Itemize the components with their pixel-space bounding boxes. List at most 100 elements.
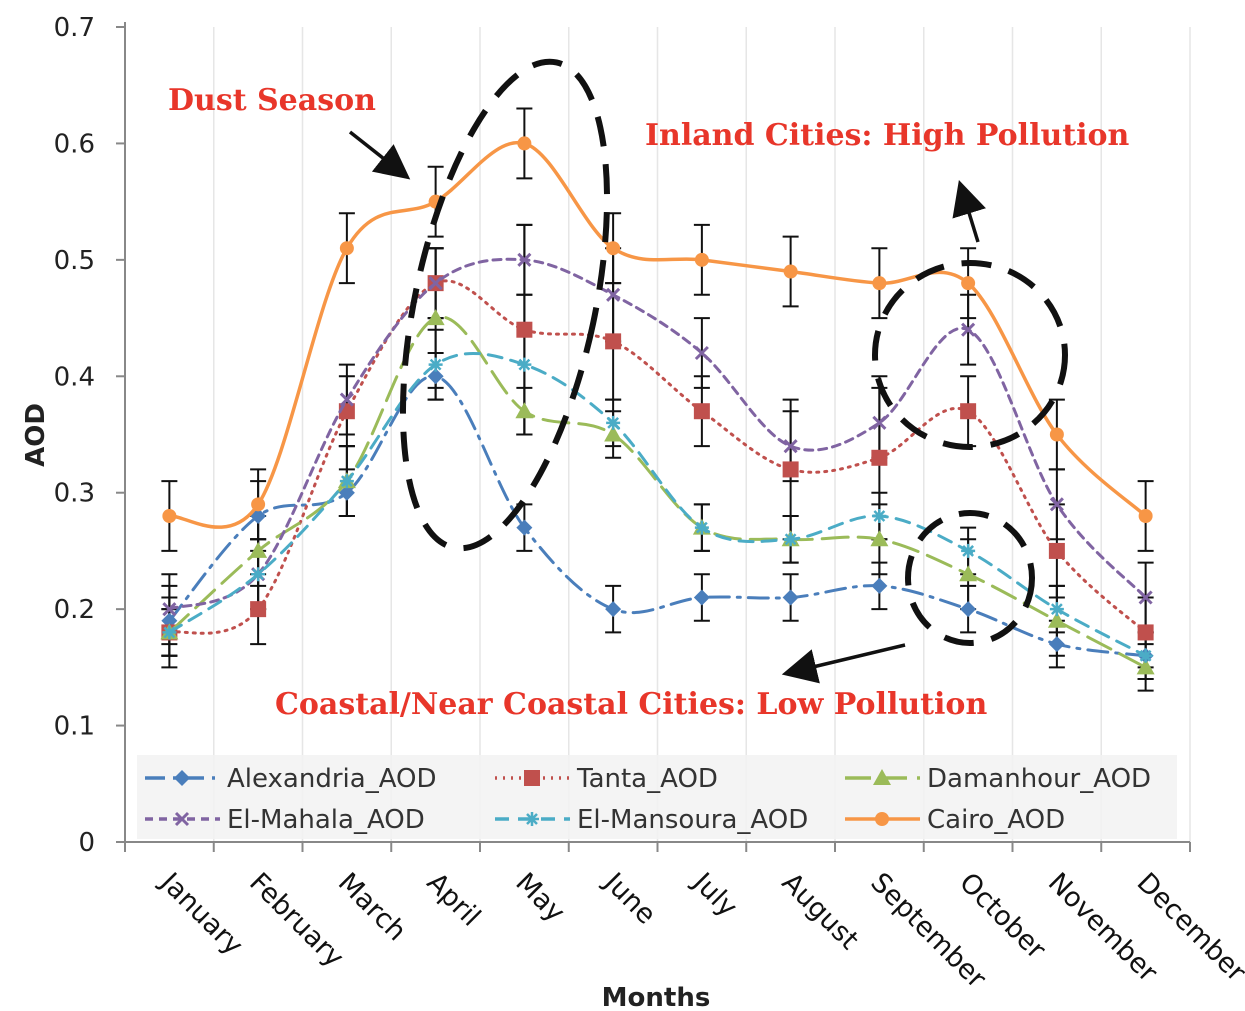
x-tick-label: January [153, 866, 249, 962]
data-point [338, 484, 355, 501]
y-tick-label: 0 [78, 828, 95, 858]
data-point [516, 321, 533, 338]
data-point [1048, 542, 1065, 559]
data-point [426, 309, 445, 326]
data-point [871, 449, 888, 466]
data-point [693, 589, 710, 606]
dust-season-label: Dust Season [168, 83, 376, 118]
data-point [524, 770, 540, 786]
inland-cities-label: Inland Cities: High Pollution [645, 118, 1130, 153]
series-alexandria-aod [161, 368, 1154, 664]
data-point [872, 509, 887, 523]
data-point [873, 769, 891, 785]
inland-ellipse [872, 260, 1068, 450]
data-point [250, 601, 267, 618]
x-tick-label: May [509, 867, 570, 928]
y-tick-label: 0.5 [54, 246, 95, 276]
x-tick-label: August [776, 867, 865, 956]
dust-season-arrow [348, 130, 411, 180]
y-axis-title: AOD [21, 403, 51, 467]
data-point [1049, 497, 1064, 512]
y-tick-label: 0.4 [54, 362, 95, 392]
data-point [174, 770, 190, 786]
data-point [339, 392, 354, 407]
data-point [694, 345, 709, 361]
data-point [961, 276, 976, 291]
x-tick-label: February [243, 867, 350, 974]
data-point [960, 601, 977, 618]
data-point [606, 415, 621, 430]
legend-label: El-Mahala_AOD [227, 805, 425, 835]
data-point [694, 520, 709, 535]
legend-item: Cairo_AOD [845, 805, 1065, 835]
legend-item: El-Mahala_AOD [145, 805, 425, 835]
legend-label: Alexandria_AOD [227, 764, 437, 794]
data-point [694, 252, 709, 267]
data-point [693, 403, 710, 420]
data-point [517, 252, 532, 267]
data-point [517, 357, 532, 372]
legend-label: Cairo_AOD [927, 805, 1065, 835]
series-line [167, 279, 1148, 635]
series-el-mansoura-aod [162, 351, 1153, 663]
data-point [1138, 648, 1153, 663]
data-point [1048, 636, 1065, 653]
data-point [162, 625, 177, 640]
data-point [959, 565, 978, 582]
data-point [515, 402, 534, 419]
legend-item: Damanhour_AOD [845, 764, 1151, 794]
data-point [251, 567, 266, 582]
legend-box [137, 755, 1177, 839]
data-point [162, 602, 177, 617]
legend-item: Alexandria_AOD [145, 764, 437, 794]
data-point [1049, 427, 1064, 442]
data-point [605, 601, 622, 618]
data-point [871, 577, 888, 594]
data-point [517, 136, 532, 151]
data-point [516, 519, 533, 536]
y-tick-label: 0.2 [54, 595, 95, 625]
data-point [428, 276, 443, 291]
data-point [783, 264, 798, 279]
data-point [872, 415, 887, 430]
data-point [606, 287, 621, 302]
data-point [339, 241, 354, 256]
x-tick-label: April [421, 867, 487, 933]
legend: Alexandria_AOD Tanta_AOD Damanhour_AOD El-M… [137, 755, 1177, 839]
x-tick-label: June [597, 866, 662, 931]
data-point [428, 357, 443, 372]
legend-label: Damanhour_AOD [927, 764, 1151, 794]
x-tick-label: March [332, 867, 412, 947]
data-point [783, 439, 798, 454]
data-point [1137, 624, 1154, 641]
series-line [167, 351, 1148, 658]
data-point [251, 497, 266, 512]
data-point [875, 812, 889, 826]
data-point [605, 333, 622, 350]
data-point [783, 532, 798, 547]
y-tick-label: 0.1 [54, 712, 95, 742]
data-point [870, 530, 889, 547]
coastal-cities-label: Coastal/Near Coastal Cities: Low Polluti… [275, 687, 987, 722]
data-point [961, 322, 976, 337]
data-point [872, 276, 887, 291]
data-point [249, 541, 268, 558]
data-point [162, 509, 177, 523]
data-point [960, 403, 977, 420]
data-point [339, 474, 354, 489]
x-tick-label: July [686, 866, 744, 924]
dust-season-ellipse [399, 58, 611, 552]
data-point [961, 543, 976, 558]
series-line [167, 257, 1148, 611]
data-point [606, 241, 621, 256]
inland-arrow [952, 179, 986, 243]
coastal-arrow [781, 643, 906, 684]
data-point [1047, 611, 1066, 628]
coastal-ellipse [905, 510, 1035, 646]
y-tick-label: 0.6 [54, 129, 95, 159]
data-point [1138, 509, 1153, 523]
data-point [1136, 658, 1155, 675]
data-point [174, 811, 190, 827]
